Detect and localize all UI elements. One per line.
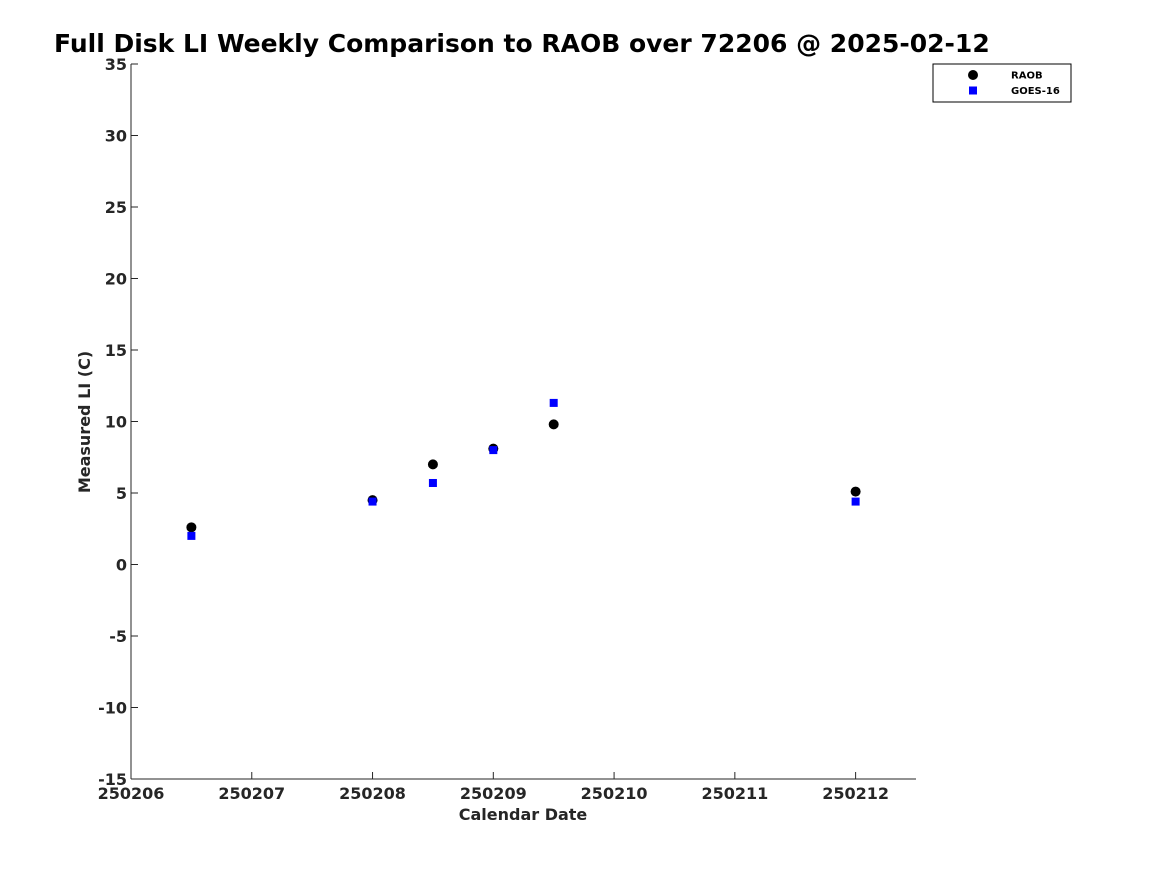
raob-point [850,486,861,497]
x-tick-label: 250206 [98,784,165,803]
raob-point [186,522,197,533]
y-tick-label: 30 [105,127,127,146]
legend-goes-16-label: GOES-16 [1011,86,1060,97]
y-tick-label: 0 [116,556,127,575]
goes-16-point [851,497,860,506]
x-tick-label: 250211 [701,784,768,803]
y-tick-label: 35 [105,55,127,74]
x-tick-label: 250209 [460,784,527,803]
y-tick-label: 25 [105,198,127,217]
y-tick-label: 15 [105,341,127,360]
x-axis: 250206 250207 250208 250209 250210 250211 2502… [98,772,889,803]
chart-title: Full Disk LI Weekly Comparison to RAOB o… [54,29,990,58]
raob-point [548,419,559,430]
legend-goes-16-marker [969,86,977,95]
y-tick-label: -15 [98,770,127,789]
goes-16-point [549,398,558,407]
x-axis-label: Calendar Date [459,805,588,824]
x-tick-label: 250210 [581,784,648,803]
legend-raob-marker [968,70,978,80]
x-tick-label: 250208 [339,784,406,803]
raob-point [427,459,438,470]
goes-16-point [489,446,498,455]
legend-box [932,63,1072,103]
x-tick-label: 250212 [822,784,889,803]
y-tick-label: -10 [98,699,127,718]
y-tick-label: 5 [116,484,127,503]
plot-area [130,64,916,780]
x-tick-label: 250207 [218,784,285,803]
y-tick-label: -5 [109,627,127,646]
goes-16-point [187,531,196,540]
goes-16-point [428,478,437,487]
y-tick-label: 10 [105,413,127,432]
y-axis: -15 -10 -5 0 5 10 15 20 25 30 35 [98,55,138,789]
y-axis-label: Measured LI (C) [75,351,94,493]
legend-raob-label: RAOB [1011,71,1043,82]
y-tick-label: 20 [105,270,127,289]
legend: RAOB GOES-16 [932,63,1072,103]
data-points [186,398,861,540]
goes-16-point [368,497,377,506]
